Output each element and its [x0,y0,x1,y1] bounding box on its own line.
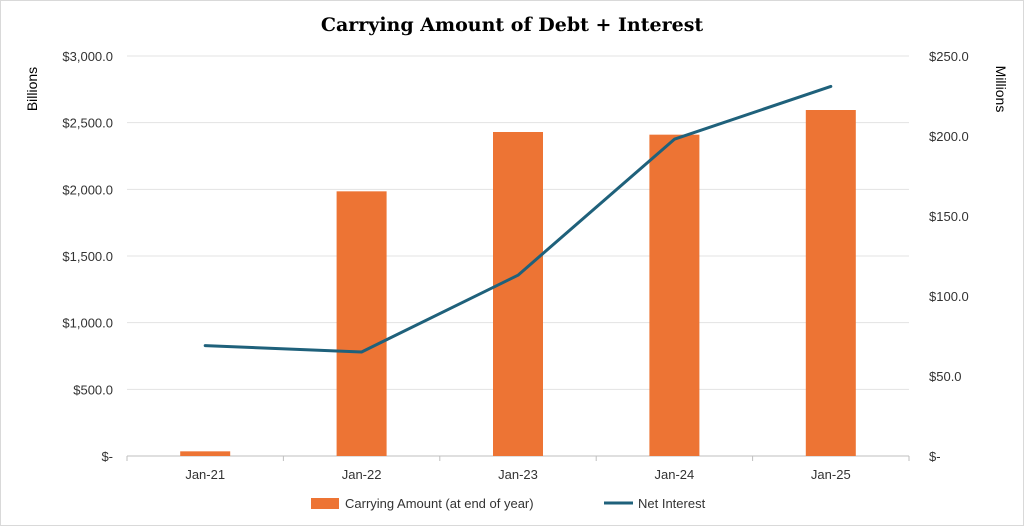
left-axis-label: Billions [24,67,40,111]
right-axis-label: Millions [993,66,1009,113]
bar-series [180,110,856,457]
left-tick-label: $- [101,449,113,464]
legend-label-carrying-amount: Carrying Amount (at end of year) [345,496,534,511]
left-axis-ticks: $- $500.0 $1,000.0 $1,500.0 $2,000.0 $2,500.0… [62,49,113,464]
x-tick-label: Jan-23 [498,467,538,482]
x-tick-label: Jan-21 [185,467,225,482]
left-tick-label: $3,000.0 [62,49,113,64]
legend: Carrying Amount (at end of year) Net Int… [311,496,706,511]
x-axis-ticks: Jan-21 Jan-22 Jan-23 Jan-24 Jan-25 [185,467,850,482]
x-tick-label: Jan-25 [811,467,851,482]
right-tick-label: $50.0 [929,369,962,384]
legend-label-net-interest: Net Interest [638,496,706,511]
left-tick-label: $2,500.0 [62,116,113,131]
right-tick-label: $100.0 [929,289,969,304]
bar [649,134,700,456]
right-tick-label: $200.0 [929,129,969,144]
legend-swatch-carrying-amount [311,498,339,509]
right-axis-ticks: $- $50.0 $100.0 $150.0 $200.0 $250.0 [929,49,969,464]
bar [805,110,856,456]
left-tick-label: $2,000.0 [62,182,113,197]
right-tick-label: $250.0 [929,49,969,64]
right-tick-label: $150.0 [929,209,969,224]
right-tick-label: $- [929,449,941,464]
left-tick-label: $1,500.0 [62,249,113,264]
bar [493,132,543,456]
bar [336,191,387,457]
left-tick-label: $1,000.0 [62,316,113,331]
chart-title: Carrying Amount of Debt + Interest [321,14,704,36]
x-tick-label: Jan-24 [655,467,695,482]
bar [180,451,231,456]
x-tick-label: Jan-22 [342,467,382,482]
left-tick-label: $500.0 [73,382,113,397]
line-series [203,84,833,354]
